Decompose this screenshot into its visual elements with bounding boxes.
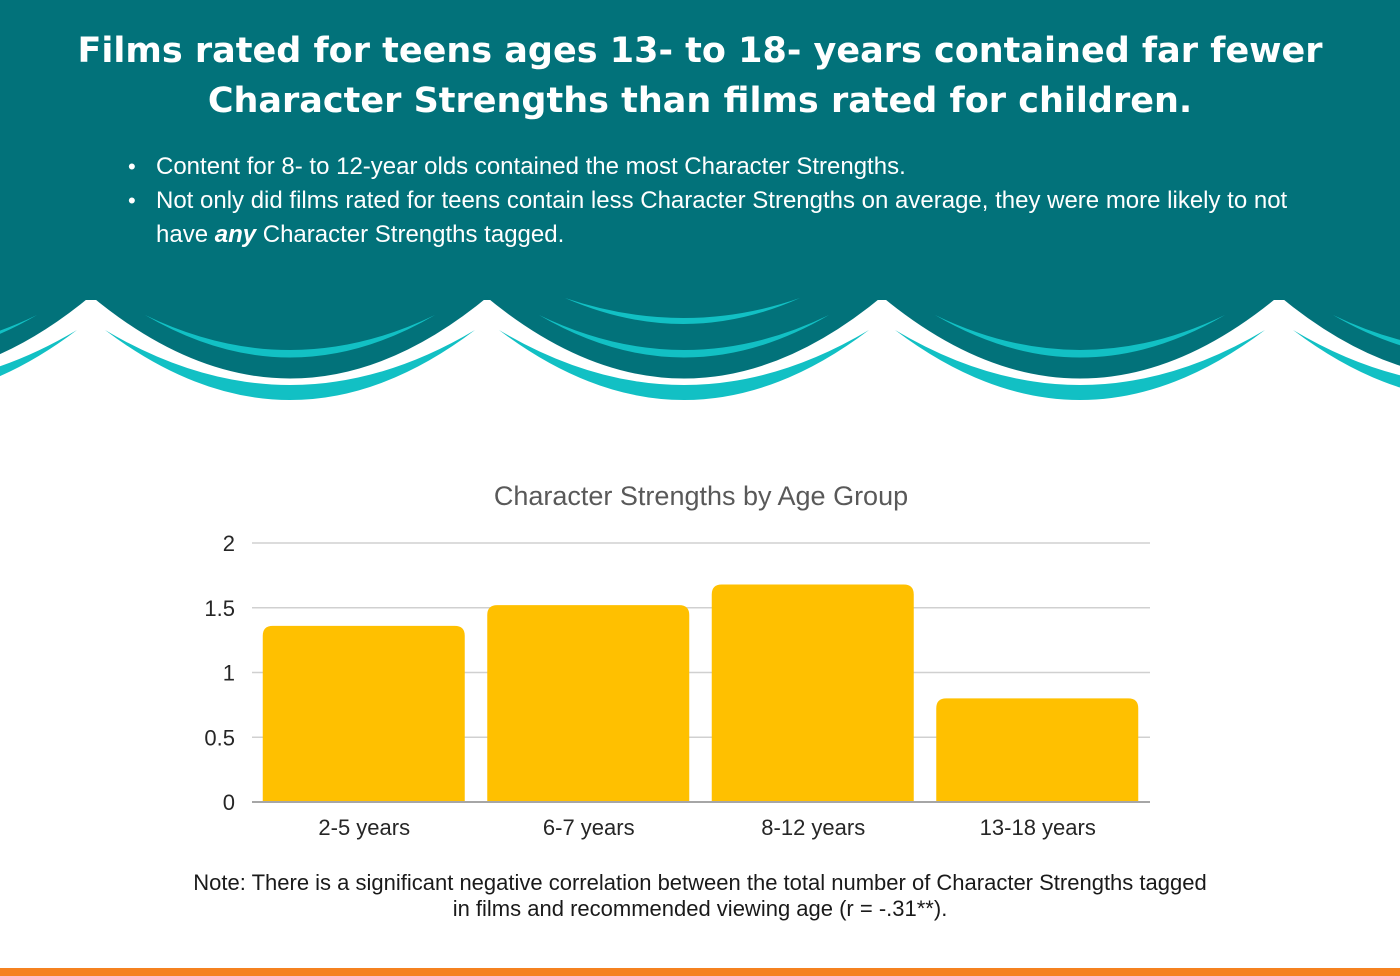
y-tick-label: 1.5 bbox=[204, 596, 235, 621]
title-line-2: Character Strengths than films rated for… bbox=[207, 81, 1193, 121]
curtain-arc bbox=[0, 330, 77, 376]
curtain-arc bbox=[105, 330, 475, 400]
bar bbox=[487, 605, 690, 802]
bar bbox=[711, 584, 914, 802]
x-tick-label: 2-5 years bbox=[318, 815, 410, 840]
curtain-arc bbox=[935, 315, 1225, 358]
y-tick-label: 0.5 bbox=[204, 725, 235, 750]
page-title: Films rated for teens ages 13- to 18- ye… bbox=[60, 26, 1340, 126]
x-tick-label: 13-18 years bbox=[980, 815, 1096, 840]
finding-item-2: Not only did films rated for teens conta… bbox=[128, 184, 1288, 252]
curtain-arc bbox=[895, 330, 1265, 400]
curtain-arc bbox=[499, 330, 869, 400]
finding-2-emphasis: any bbox=[214, 221, 257, 248]
curtain-scallop bbox=[0, 255, 92, 355]
curtain-arc bbox=[539, 315, 829, 358]
y-tick-label: 2 bbox=[223, 531, 235, 556]
curtain-arc bbox=[0, 315, 37, 334]
curtain-scallops bbox=[0, 255, 1400, 400]
finding-1-text: Content for 8- to 12-year olds contained… bbox=[156, 153, 906, 180]
bar-chart: Character Strengths by Age Group 0 0.5 1 1.… bbox=[204, 481, 1150, 840]
curtain-arc bbox=[1293, 330, 1400, 388]
bar bbox=[936, 698, 1139, 802]
x-tick-label: 8-12 years bbox=[761, 815, 865, 840]
curtain-arc bbox=[1333, 315, 1400, 346]
chart-bars bbox=[262, 584, 1139, 802]
curtain-arc bbox=[565, 298, 800, 324]
key-findings-list: Content for 8- to 12-year olds contained… bbox=[128, 150, 1288, 252]
curtain-arc bbox=[145, 315, 435, 358]
curtain-scallop bbox=[880, 255, 1280, 379]
y-tick-label: 1 bbox=[223, 661, 235, 686]
curtain-scallop bbox=[1278, 255, 1400, 366]
bar bbox=[262, 625, 465, 802]
note-line-2: in films and recommended viewing age (r … bbox=[452, 896, 948, 921]
curtain-scallop bbox=[484, 255, 884, 379]
curtain-scallop bbox=[90, 255, 490, 379]
finding-2-text-end: Character Strengths tagged. bbox=[256, 221, 565, 248]
finding-2-text: Not only did films rated for teens conta… bbox=[156, 187, 1288, 248]
x-tick-label: 6-7 years bbox=[543, 815, 635, 840]
finding-item-1: Content for 8- to 12-year olds contained… bbox=[128, 150, 1288, 184]
chart-labels: 0 0.5 1 1.5 2 2-5 years 6-7 years 8-12 years 13-… bbox=[204, 531, 1095, 840]
note-line-1: Note: There is a significant negative co… bbox=[193, 870, 1207, 895]
y-tick-label: 0 bbox=[223, 790, 235, 815]
title-line-1: Films rated for teens ages 13- to 18- ye… bbox=[77, 31, 1323, 71]
chart-title: Character Strengths by Age Group bbox=[494, 481, 908, 511]
correlation-note: Note: There is a significant negative co… bbox=[130, 870, 1270, 922]
footer-accent-bar bbox=[0, 968, 1400, 976]
